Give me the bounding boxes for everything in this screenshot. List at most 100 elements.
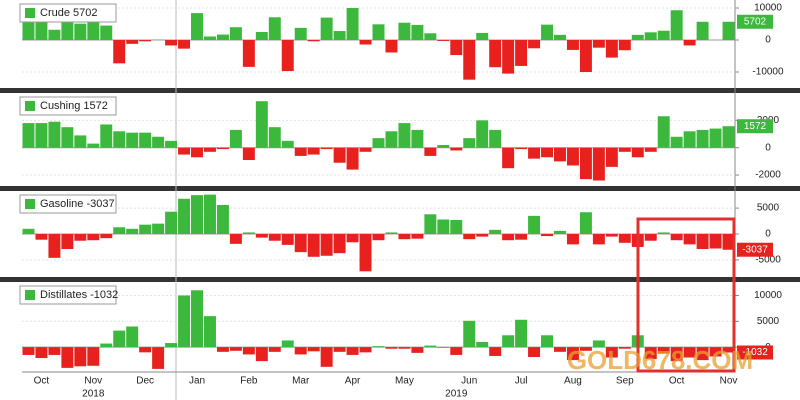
- bar: [696, 21, 709, 40]
- bar: [139, 347, 152, 353]
- bar: [229, 234, 242, 244]
- bar: [541, 335, 554, 348]
- value-label: 5702: [744, 16, 767, 27]
- bar: [437, 219, 450, 234]
- y-tick-label: 0: [765, 142, 771, 153]
- x-tick-label: Oct: [669, 376, 685, 387]
- bar: [203, 36, 216, 40]
- bar: [152, 136, 165, 148]
- bar: [670, 347, 683, 362]
- bar: [515, 147, 528, 150]
- bar: [385, 131, 398, 148]
- legend-box: [19, 96, 117, 116]
- bar: [696, 234, 709, 250]
- bar: [178, 295, 191, 348]
- x-tick-label: Jun: [461, 376, 477, 387]
- bar: [670, 10, 683, 40]
- y-tick-label: 5000: [757, 316, 780, 327]
- bar: [631, 147, 644, 158]
- bar: [476, 342, 489, 348]
- bar: [268, 234, 281, 241]
- bar: [320, 17, 333, 40]
- bar: [229, 27, 242, 40]
- bar: [618, 347, 631, 349]
- bar: [346, 347, 359, 355]
- bar: [100, 25, 113, 40]
- bar: [100, 234, 113, 239]
- bar: [165, 211, 178, 234]
- bar: [113, 330, 126, 348]
- bar: [126, 132, 139, 148]
- bar: [502, 335, 515, 348]
- y-tick-label: -2000: [755, 170, 781, 181]
- bar: [463, 234, 476, 240]
- bar: [450, 347, 463, 355]
- year-label: 2019: [445, 389, 468, 400]
- bar: [178, 198, 191, 234]
- bar: [515, 234, 528, 240]
- bar: [515, 319, 528, 348]
- legend-value: -3037: [86, 198, 114, 210]
- bar: [359, 147, 372, 152]
- bar: [566, 147, 579, 166]
- bar: [489, 347, 502, 356]
- bar: [528, 215, 541, 234]
- bar: [476, 120, 489, 148]
- bar: [722, 347, 735, 353]
- bar: [61, 127, 74, 148]
- bar: [61, 21, 74, 40]
- x-tick-label: May: [395, 376, 414, 387]
- value-label-box: [737, 242, 773, 257]
- bar: [502, 147, 515, 169]
- legend-swatch: [25, 199, 35, 209]
- bar: [281, 234, 294, 245]
- bar: [255, 101, 268, 148]
- bar: [281, 140, 294, 148]
- bar: [100, 124, 113, 148]
- bar: [372, 24, 385, 40]
- y-tick-label: -10000: [752, 67, 784, 78]
- bar: [87, 143, 100, 148]
- bar: [35, 234, 48, 240]
- bar: [372, 138, 385, 148]
- bar: [502, 40, 515, 74]
- bar: [320, 147, 333, 150]
- legend-swatch: [25, 101, 35, 111]
- bar: [152, 223, 165, 234]
- panel-divider: [0, 186, 800, 191]
- x-tick-label: Aug: [564, 376, 582, 387]
- value-label: -3037: [742, 244, 768, 255]
- bar: [48, 29, 61, 40]
- bar: [528, 40, 541, 49]
- bar: [74, 347, 87, 367]
- bar: [113, 40, 126, 64]
- bar: [657, 30, 670, 40]
- bar: [281, 340, 294, 348]
- bar: [255, 234, 268, 238]
- bar: [126, 228, 139, 234]
- bar: [424, 33, 437, 40]
- y-tick-label: 0: [765, 229, 771, 240]
- bar: [683, 234, 696, 245]
- bar: [411, 347, 424, 353]
- bar: [152, 347, 165, 369]
- highlight-box: [636, 217, 736, 373]
- bar: [670, 136, 683, 148]
- legend-box: [19, 194, 117, 214]
- bar: [385, 347, 398, 349]
- bar: [229, 347, 242, 351]
- bar: [566, 347, 579, 361]
- bar: [35, 19, 48, 40]
- bar: [74, 135, 87, 148]
- watermark: GOLD678.COM: [567, 345, 753, 375]
- bar: [294, 347, 307, 355]
- bar: [592, 147, 605, 181]
- bar: [605, 347, 618, 358]
- bar: [359, 234, 372, 272]
- bar: [126, 326, 139, 348]
- bar: [398, 123, 411, 148]
- bar: [22, 347, 35, 355]
- bar: [592, 234, 605, 245]
- bar: [307, 234, 320, 257]
- bar: [242, 232, 255, 234]
